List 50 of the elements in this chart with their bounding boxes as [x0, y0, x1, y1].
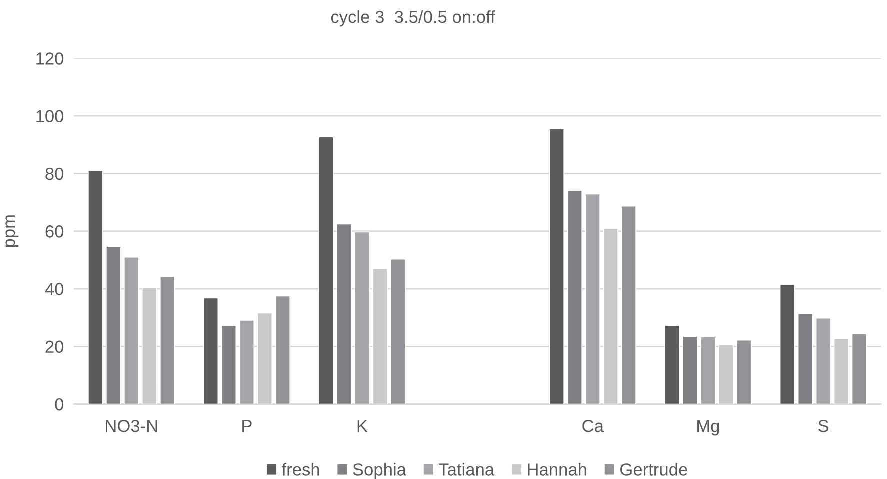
- bar: [780, 284, 796, 404]
- y-tick-label: 80: [46, 168, 64, 180]
- bar: [621, 206, 636, 404]
- legend-label: fresh: [282, 463, 320, 476]
- bar: [700, 336, 716, 404]
- x-tick-label: S: [818, 420, 828, 432]
- bar: [816, 318, 832, 404]
- bar: [160, 276, 176, 404]
- bar: [603, 228, 618, 404]
- bar: [257, 312, 273, 404]
- bar: [221, 325, 237, 404]
- y-axis-title: ppm: [6, 216, 19, 248]
- bar: [275, 296, 291, 404]
- bar: [372, 268, 388, 404]
- y-tick-label: 120: [36, 52, 64, 65]
- bar: [203, 298, 219, 404]
- bar: [567, 190, 583, 404]
- legend-label: Hannah: [528, 463, 586, 476]
- x-tick-label: Mg: [698, 420, 720, 436]
- bar: [834, 338, 850, 404]
- y-tick-label: 20: [46, 340, 64, 354]
- bar: [664, 325, 680, 404]
- x-tick-label: P: [242, 420, 252, 432]
- y-tick-label: 0: [55, 398, 64, 411]
- bar: [798, 313, 814, 404]
- x-tick-label: K: [358, 420, 368, 432]
- legend-label: Gertrude: [620, 463, 688, 476]
- bar: [124, 256, 140, 404]
- legend-label: Tatiana: [439, 463, 495, 476]
- y-tick-label: 60: [46, 226, 64, 238]
- bar: [718, 344, 734, 404]
- x-tick-label: NO3-N: [106, 420, 158, 432]
- x-tick-label: Ca: [582, 420, 604, 432]
- y-tick-label: 40: [45, 283, 64, 296]
- bar: [106, 246, 122, 404]
- bar: [88, 170, 104, 404]
- bar: [682, 336, 698, 404]
- y-tick-label: 100: [36, 110, 64, 123]
- bar: [239, 320, 255, 404]
- bar: [852, 334, 868, 404]
- bar: [585, 194, 600, 404]
- bar: [736, 340, 752, 404]
- bar: [390, 258, 406, 404]
- chart-title: cycle 3 3.5/0.5 on:off: [331, 10, 496, 27]
- bar: [336, 224, 352, 404]
- bar: [549, 128, 565, 404]
- legend-label: Sophia: [353, 463, 407, 479]
- bar: [354, 232, 370, 404]
- bar: [142, 287, 158, 404]
- bar: [318, 136, 334, 404]
